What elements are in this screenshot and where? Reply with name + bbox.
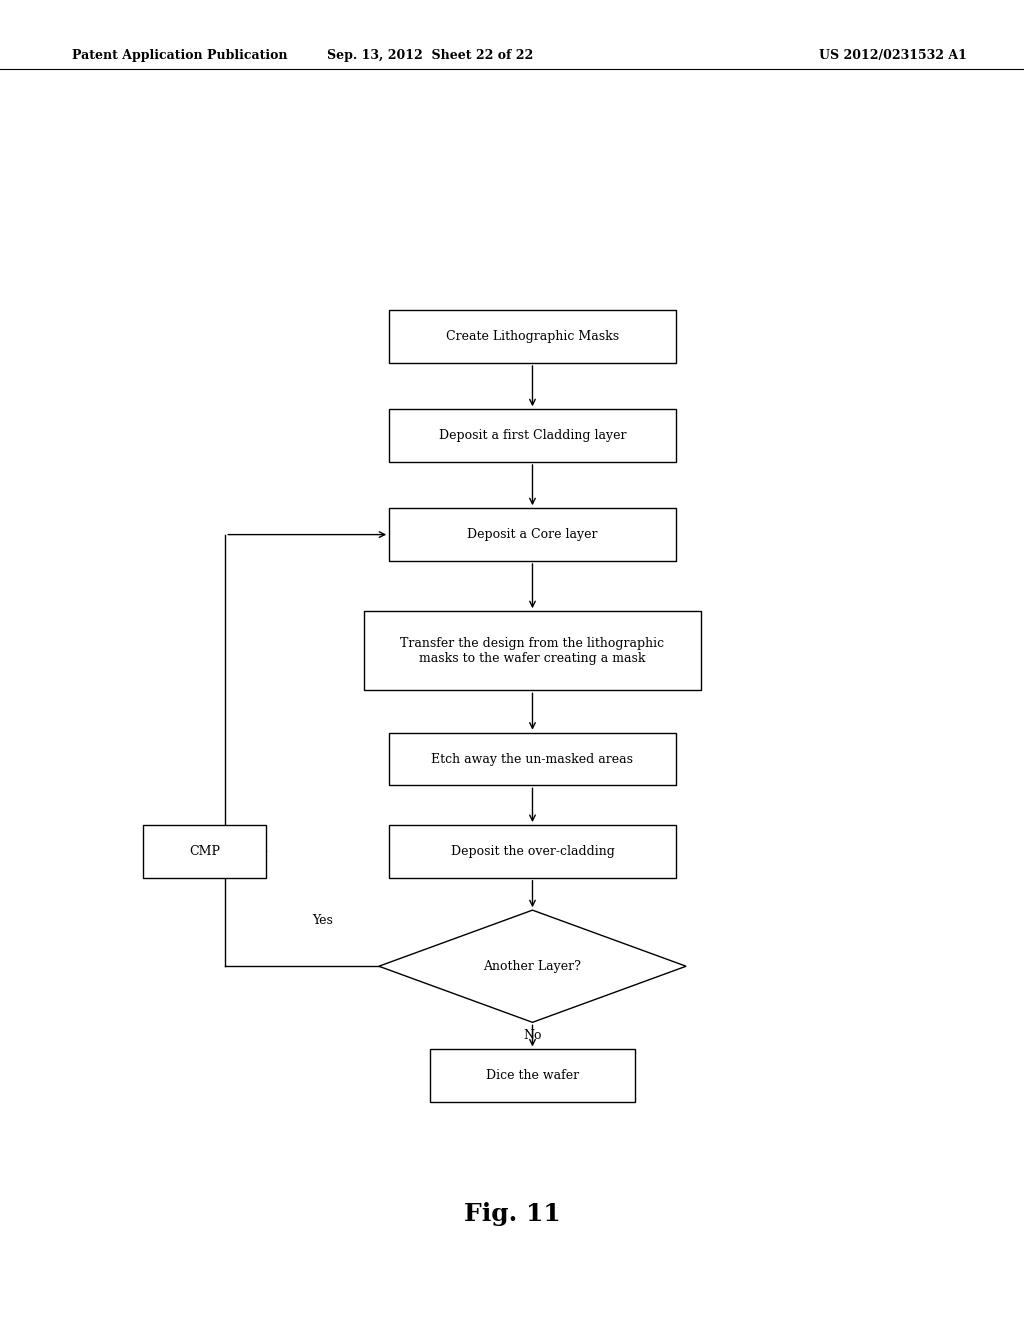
Text: Etch away the un-masked areas: Etch away the un-masked areas [431,752,634,766]
Text: Deposit a first Cladding layer: Deposit a first Cladding layer [438,429,627,442]
FancyBboxPatch shape [389,508,676,561]
FancyBboxPatch shape [389,409,676,462]
Text: Yes: Yes [312,913,333,927]
FancyBboxPatch shape [143,825,266,878]
Text: CMP: CMP [189,845,220,858]
Text: Sep. 13, 2012  Sheet 22 of 22: Sep. 13, 2012 Sheet 22 of 22 [327,49,534,62]
Text: Dice the wafer: Dice the wafer [486,1069,579,1082]
FancyBboxPatch shape [364,611,701,690]
Text: US 2012/0231532 A1: US 2012/0231532 A1 [819,49,967,62]
Text: Another Layer?: Another Layer? [483,960,582,973]
FancyBboxPatch shape [430,1049,635,1102]
Text: No: No [523,1030,542,1043]
Text: Transfer the design from the lithographic
masks to the wafer creating a mask: Transfer the design from the lithographi… [400,636,665,665]
Text: Create Lithographic Masks: Create Lithographic Masks [445,330,620,343]
FancyBboxPatch shape [389,310,676,363]
Text: Patent Application Publication: Patent Application Publication [72,49,287,62]
FancyBboxPatch shape [389,825,676,878]
FancyBboxPatch shape [389,733,676,785]
Text: Deposit a Core layer: Deposit a Core layer [467,528,598,541]
Polygon shape [379,911,686,1022]
Text: Deposit the over-cladding: Deposit the over-cladding [451,845,614,858]
Text: Fig. 11: Fig. 11 [464,1203,560,1226]
